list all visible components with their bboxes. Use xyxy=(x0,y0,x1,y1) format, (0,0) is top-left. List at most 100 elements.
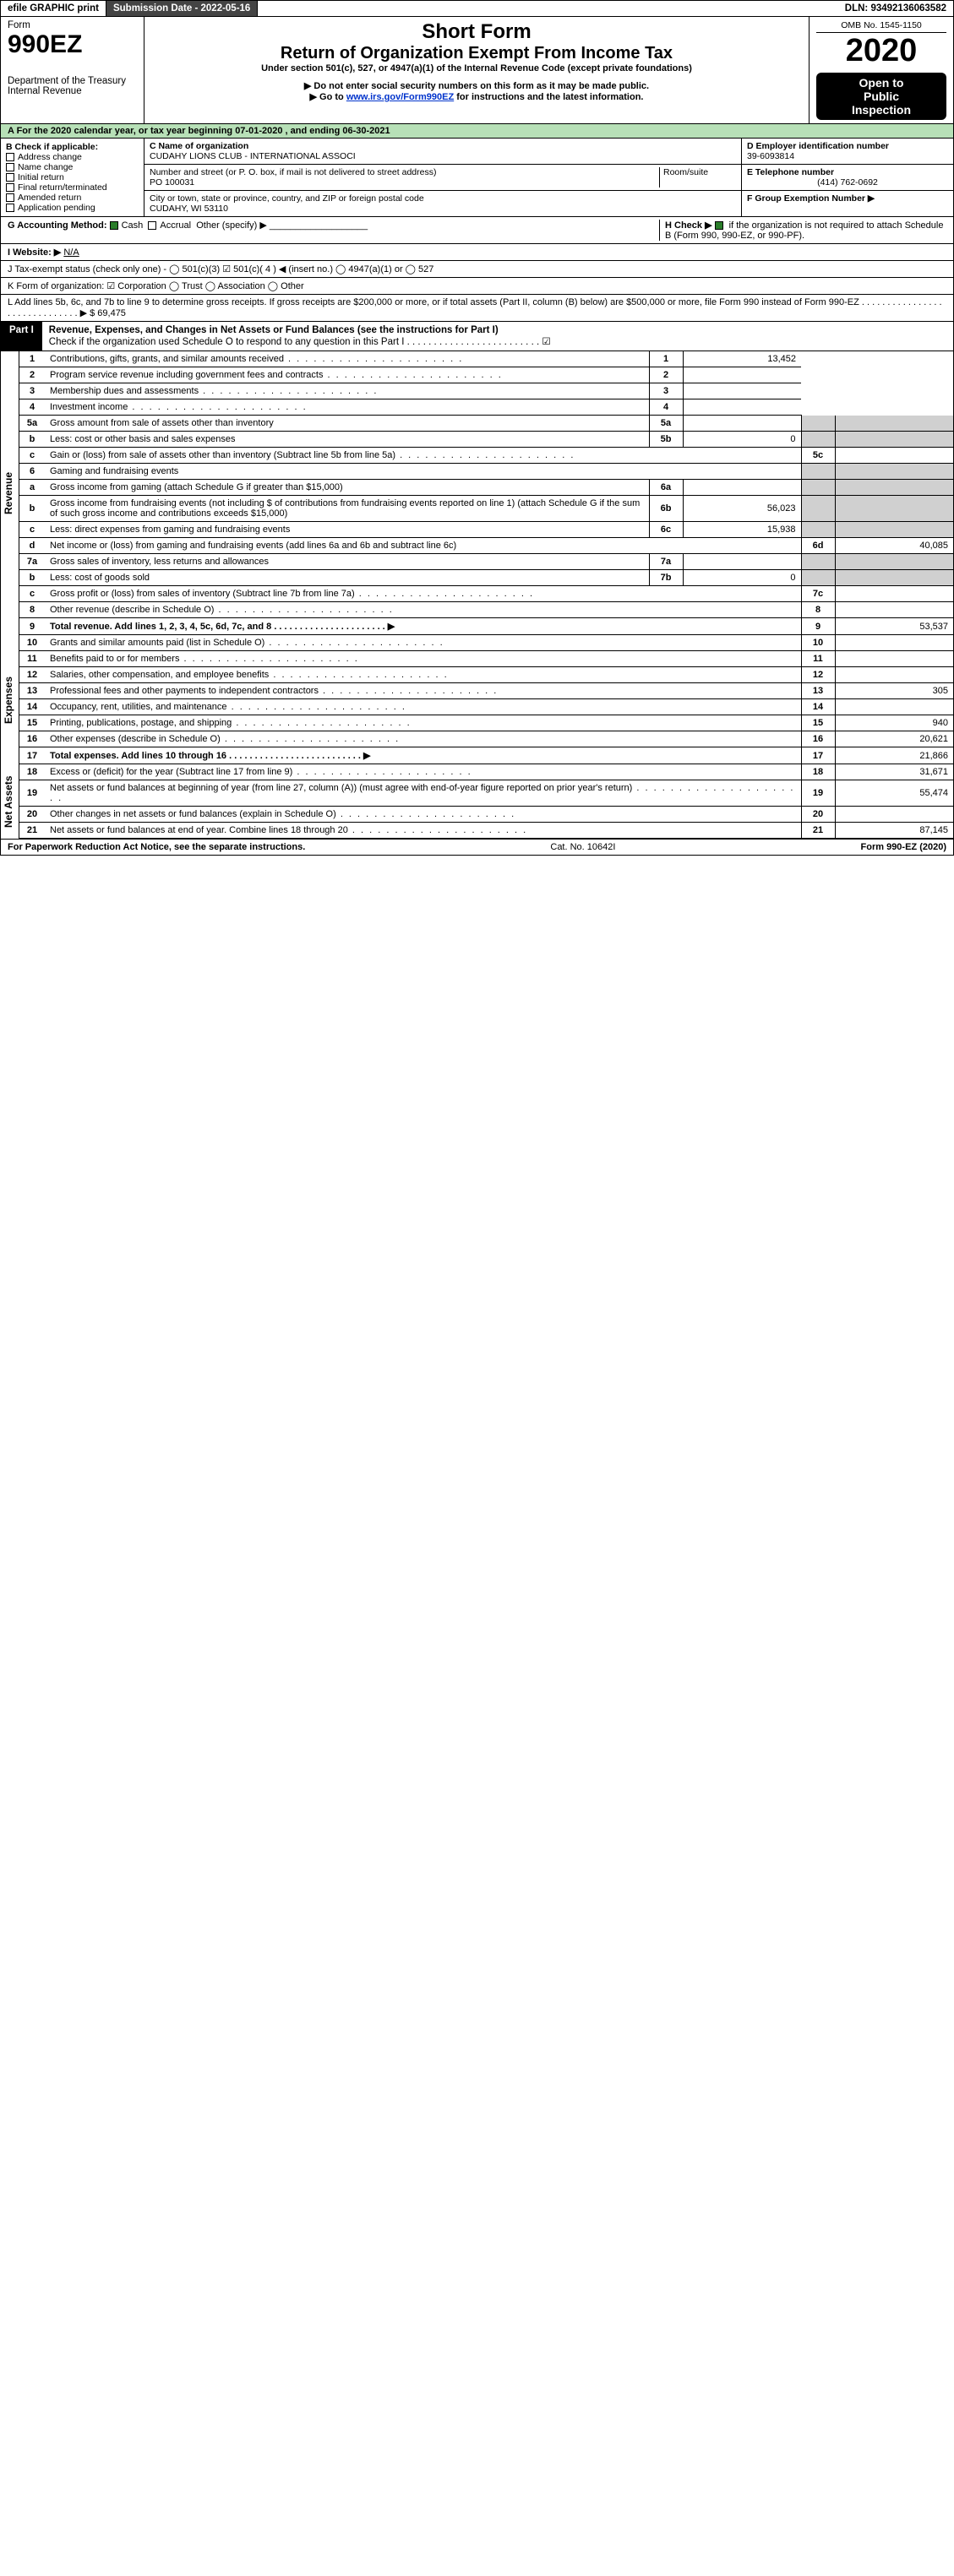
l17-v: 21,866 xyxy=(835,747,953,764)
l7b-mb: 7b xyxy=(649,570,683,586)
l4-box: 4 xyxy=(649,399,683,416)
opt-pending: Application pending xyxy=(18,203,95,213)
opt-final: Final return/terminated xyxy=(18,182,107,193)
row-k: K Form of organization: ☑ Corporation ◯ … xyxy=(0,278,954,295)
form-word: Form xyxy=(8,20,137,30)
l4-t: Investment income xyxy=(45,399,649,416)
l6a-shade xyxy=(801,480,835,496)
header-sub3: ▶ Go to www.irs.gov/Form990EZ for instru… xyxy=(151,91,802,102)
l14-t: Occupancy, rent, utilities, and maintena… xyxy=(45,699,801,715)
l7b-mv: 0 xyxy=(683,570,801,586)
netassets-table: 18Excess or (deficit) for the year (Subt… xyxy=(19,764,953,839)
l20-v xyxy=(835,807,953,823)
l4-n: 4 xyxy=(19,399,45,416)
l13-box: 13 xyxy=(801,683,835,699)
l1-n: 1 xyxy=(19,351,45,367)
f-label: F Group Exemption Number ▶ xyxy=(747,193,948,204)
open2: Public xyxy=(821,90,941,103)
l6b-n: b xyxy=(19,496,45,522)
l13-n: 13 xyxy=(19,683,45,699)
l6a-shade2 xyxy=(835,480,953,496)
l5a-n: 5a xyxy=(19,416,45,432)
website: N/A xyxy=(63,247,79,258)
phone: (414) 762-0692 xyxy=(747,177,948,187)
l18-v: 31,671 xyxy=(835,764,953,780)
l7a-mv xyxy=(683,554,801,570)
l21-v: 87,145 xyxy=(835,823,953,839)
open1: Open to xyxy=(821,76,941,90)
l9-t: Total revenue. Add lines 1, 2, 3, 4, 5c,… xyxy=(45,618,801,635)
l5a-t: Gross amount from sale of assets other t… xyxy=(45,416,649,432)
l19-box: 19 xyxy=(801,780,835,807)
g-accrual: Accrual xyxy=(160,220,191,231)
l5a-mb: 5a xyxy=(649,416,683,432)
l14-n: 14 xyxy=(19,699,45,715)
l1-t: Contributions, gifts, grants, and simila… xyxy=(45,351,649,367)
l12-t: Salaries, other compensation, and employ… xyxy=(45,667,801,683)
l21-box: 21 xyxy=(801,823,835,839)
l5b-t: Less: cost or other basis and sales expe… xyxy=(45,432,649,448)
l11-n: 11 xyxy=(19,651,45,667)
page-footer: For Paperwork Reduction Act Notice, see … xyxy=(0,840,954,856)
l6b-mv: 56,023 xyxy=(683,496,801,522)
ein: 39-6093814 xyxy=(747,151,948,161)
l14-box: 14 xyxy=(801,699,835,715)
return-title: Return of Organization Exempt From Incom… xyxy=(151,44,802,63)
l15-v: 940 xyxy=(835,715,953,731)
opt-amended: Amended return xyxy=(18,193,81,203)
l5c-t: Gain or (loss) from sale of assets other… xyxy=(45,448,801,464)
l3-v xyxy=(683,383,801,399)
l21-n: 21 xyxy=(19,823,45,839)
l12-n: 12 xyxy=(19,667,45,683)
l7b-shade2 xyxy=(835,570,953,586)
l9-v: 53,537 xyxy=(835,618,953,635)
l3-t: Membership dues and assessments xyxy=(45,383,649,399)
part1-check: Check if the organization used Schedule … xyxy=(49,337,551,347)
l5b-shade2 xyxy=(835,432,953,448)
l7a-shade xyxy=(801,554,835,570)
l6d-v: 40,085 xyxy=(835,538,953,554)
l8-v xyxy=(835,602,953,618)
g-label: G Accounting Method: xyxy=(8,220,107,231)
l18-n: 18 xyxy=(19,764,45,780)
side-netassets-text: Net Assets xyxy=(1,764,16,839)
l15-t: Printing, publications, postage, and shi… xyxy=(45,715,801,731)
header-mid: Short Form Return of Organization Exempt… xyxy=(144,17,810,123)
l19-t: Net assets or fund balances at beginning… xyxy=(45,780,801,807)
footer-left: For Paperwork Reduction Act Notice, see … xyxy=(8,842,305,852)
l7b-t: Less: cost of goods sold xyxy=(45,570,649,586)
irs-link[interactable]: www.irs.gov/Form990EZ xyxy=(346,92,454,102)
l19-v: 55,474 xyxy=(835,780,953,807)
l-text: L Add lines 5b, 6c, and 7b to line 9 to … xyxy=(8,297,942,318)
l6c-n: c xyxy=(19,522,45,538)
l5c-box: 5c xyxy=(801,448,835,464)
l5b-mb: 5b xyxy=(649,432,683,448)
l12-box: 12 xyxy=(801,667,835,683)
l16-n: 16 xyxy=(19,731,45,747)
l8-box: 8 xyxy=(801,602,835,618)
part1-title-text: Revenue, Expenses, and Changes in Net As… xyxy=(49,325,499,335)
tax-year: 2020 xyxy=(816,33,946,69)
opt-name: Name change xyxy=(18,162,73,172)
l6b-shade2 xyxy=(835,496,953,522)
l6d-t: Net income or (loss) from gaming and fun… xyxy=(45,538,801,554)
l8-t: Other revenue (describe in Schedule O) xyxy=(45,602,801,618)
part1-header: Part I Revenue, Expenses, and Changes in… xyxy=(0,322,954,351)
l15-box: 15 xyxy=(801,715,835,731)
part1-title: Revenue, Expenses, and Changes in Net As… xyxy=(42,322,953,351)
l7b-n: b xyxy=(19,570,45,586)
l2-v xyxy=(683,367,801,383)
d-label: D Employer identification number xyxy=(747,141,948,151)
l10-n: 10 xyxy=(19,635,45,651)
city-label: City or town, state or province, country… xyxy=(150,193,736,204)
netassets-section: Net Assets 18Excess or (deficit) for the… xyxy=(0,764,954,840)
l18-t: Excess or (deficit) for the year (Subtra… xyxy=(45,764,801,780)
omb: OMB No. 1545-1150 xyxy=(816,20,946,33)
l13-t: Professional fees and other payments to … xyxy=(45,683,801,699)
addr-val: PO 100031 xyxy=(150,177,656,187)
l7a-n: 7a xyxy=(19,554,45,570)
footer-mid: Cat. No. 10642I xyxy=(305,842,860,852)
l20-t: Other changes in net assets or fund bala… xyxy=(45,807,801,823)
short-form-title: Short Form xyxy=(151,20,802,44)
col-b-title: B Check if applicable: xyxy=(6,142,139,152)
